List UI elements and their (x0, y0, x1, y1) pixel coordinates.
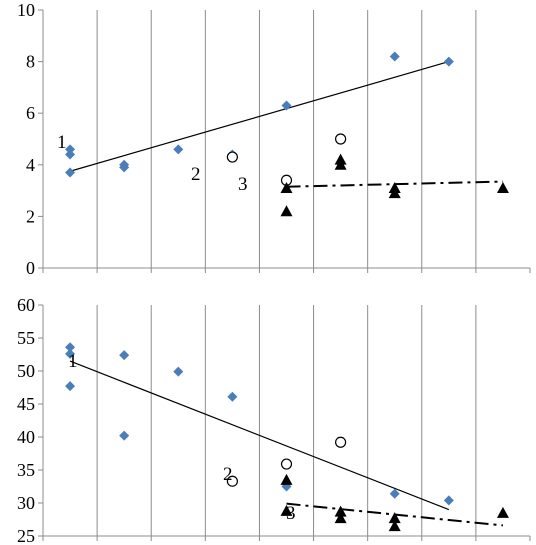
chart-panel-2: 25 30 35 40 45 50 55 60 1 2 3 (17, 295, 531, 545)
y-tick-label: 25 (17, 526, 35, 545)
series-label-1: 1 (68, 351, 78, 372)
y-tick-label: 50 (17, 361, 35, 381)
data-point-series-1 (443, 56, 454, 67)
data-point-series-3 (334, 158, 347, 170)
series-label-2: 2 (223, 464, 233, 485)
data-point-series-2 (226, 475, 238, 487)
y-tick-label: 55 (17, 328, 35, 348)
data-point-series-3 (388, 520, 401, 532)
y-tick-label: 0 (26, 258, 35, 278)
data-point-series-1 (65, 167, 76, 178)
data-point-series-1 (65, 381, 76, 392)
data-point-series-3 (280, 182, 293, 194)
data-point-series-1 (389, 488, 400, 499)
y-tick-label: 2 (26, 206, 35, 226)
trendline-series-1 (69, 61, 450, 172)
data-point-series-3 (334, 505, 347, 517)
y-tick-label: 10 (17, 0, 35, 20)
series-label-2: 2 (191, 164, 201, 185)
data-point-series-1 (227, 391, 238, 402)
data-point-series-1 (65, 342, 76, 353)
y-tick-label: 4 (26, 155, 35, 175)
data-point-series-1 (173, 144, 184, 155)
data-point-series-3 (388, 187, 401, 199)
y-tick-label: 8 (26, 52, 35, 72)
data-point-series-1 (173, 366, 184, 377)
y-tick-label: 35 (17, 460, 35, 480)
series-label-3: 3 (286, 503, 296, 524)
y-tick-label: 60 (17, 295, 35, 315)
data-point-series-1 (119, 430, 130, 441)
data-point-series-3 (496, 182, 509, 194)
data-point-series-1 (65, 348, 76, 359)
data-point-series-2 (226, 151, 238, 163)
data-point-series-2 (335, 436, 347, 448)
data-point-series-1 (443, 495, 454, 506)
y-tick-label: 45 (17, 394, 35, 414)
y-tick-label: 40 (17, 427, 35, 447)
data-point-series-1 (281, 100, 292, 111)
data-point-series-3 (388, 512, 401, 524)
y-tick-label: 30 (17, 493, 35, 513)
series-label-3: 3 (238, 174, 248, 195)
data-point-series-1 (119, 350, 130, 361)
data-point-series-3 (280, 473, 293, 485)
series-label-1: 1 (57, 132, 67, 153)
data-point-series-1 (119, 162, 130, 173)
trendline-series-1 (69, 360, 450, 511)
data-point-series-3 (496, 506, 509, 518)
data-point-series-1 (65, 144, 76, 155)
data-point-series-3 (334, 512, 347, 524)
data-point-series-3 (280, 205, 293, 217)
data-point-series-1 (65, 149, 76, 160)
data-point-series-1 (389, 51, 400, 62)
data-point-series-2 (280, 458, 293, 470)
data-point-series-2 (335, 133, 347, 145)
y-tick-label: 6 (26, 103, 35, 123)
data-point-series-3 (280, 504, 293, 516)
